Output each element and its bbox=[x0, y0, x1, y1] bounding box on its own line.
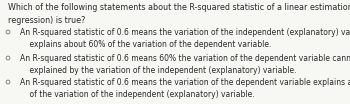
Text: An R-squared statistic of 0.6 means the variation of the independent (explanator: An R-squared statistic of 0.6 means the … bbox=[20, 28, 350, 49]
Text: An R-squared statistic of 0.6 means the variation of the dependent variable expl: An R-squared statistic of 0.6 means the … bbox=[20, 78, 350, 99]
Text: An R-squared statistic of 0.6 means 60% the variation of the dependent variable : An R-squared statistic of 0.6 means 60% … bbox=[20, 54, 350, 75]
Text: Which of the following statements about the R-squared statistic of a linear esti: Which of the following statements about … bbox=[8, 3, 350, 25]
